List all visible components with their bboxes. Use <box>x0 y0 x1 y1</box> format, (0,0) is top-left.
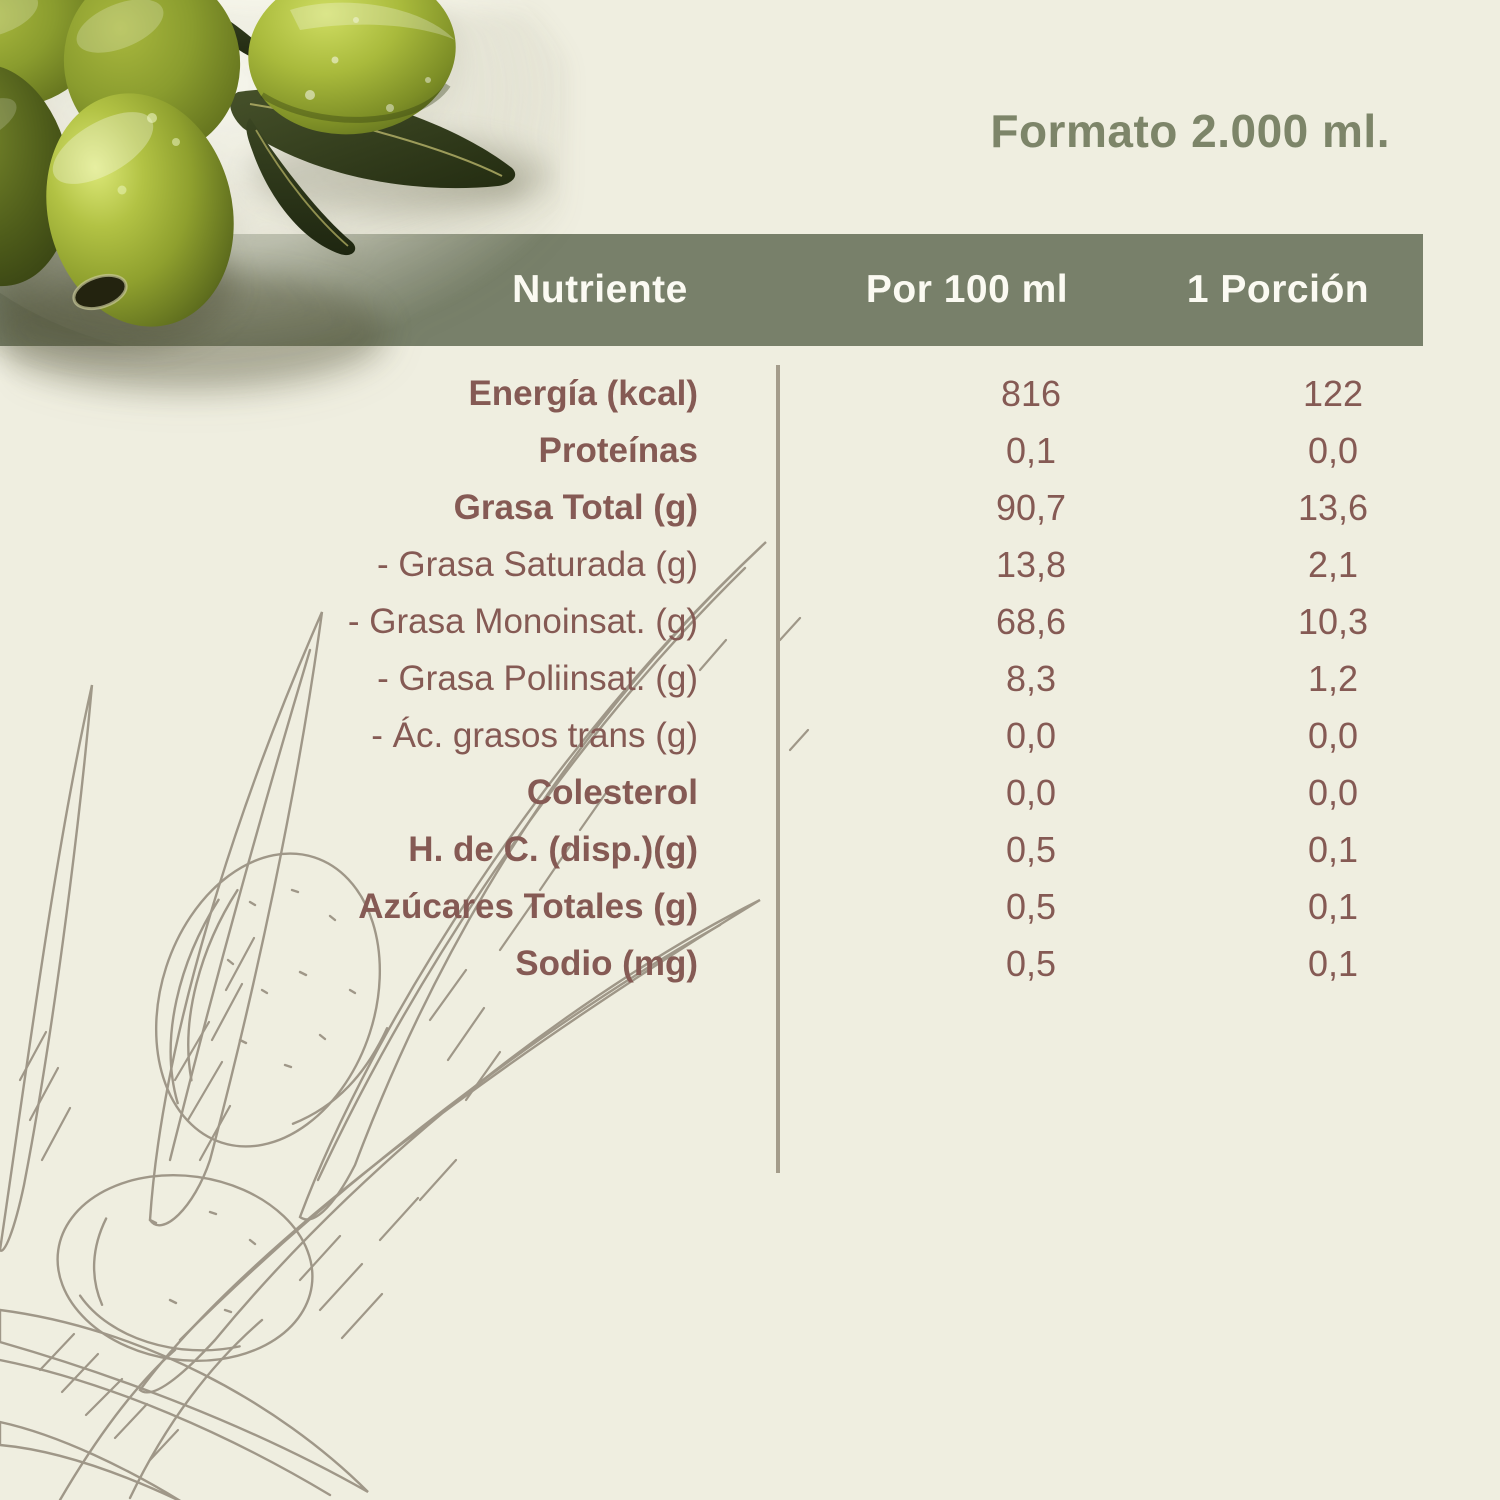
table-row: Proteínas 0,1 0,0 <box>0 422 1418 479</box>
nutrient-label: Grasa Total (g) <box>453 487 698 527</box>
nutrient-label: Azúcares Totales (g) <box>358 886 698 926</box>
table-divider-line <box>776 365 780 1173</box>
portion-value: 0,0 <box>1307 771 1359 813</box>
portion-value: 1,2 <box>1307 657 1359 699</box>
table-row-sub: - Grasa Saturada (g) 13,8 2,1 <box>0 536 1418 593</box>
portion-value: 0,0 <box>1307 429 1359 471</box>
nutrient-label: - Grasa Monoinsat. (g) <box>347 601 698 641</box>
portion-value: 0,1 <box>1307 942 1359 984</box>
per100-value: 90,7 <box>995 486 1067 528</box>
nutrient-label: - Grasa Saturada (g) <box>377 544 698 584</box>
portion-value: 0,1 <box>1307 885 1359 927</box>
per100-value: 0,0 <box>1005 714 1057 756</box>
table-row: Sodio (mg) 0,5 0,1 <box>0 935 1418 992</box>
column-header-nutrient: Nutriente <box>512 268 688 311</box>
olives-photo <box>0 0 560 388</box>
portion-value: 0,0 <box>1307 714 1359 756</box>
portion-value: 10,3 <box>1297 600 1369 642</box>
per100-value: 68,6 <box>995 600 1067 642</box>
olive-fruit-icon <box>0 0 456 327</box>
column-header-portion: 1 Porción <box>1186 268 1370 311</box>
format-title: Formato 2.000 ml. <box>990 105 1390 157</box>
per100-value: 8,3 <box>1005 657 1057 699</box>
table-row-sub: - Grasa Monoinsat. (g) 68,6 10,3 <box>0 593 1418 650</box>
per100-value: 0,5 <box>1005 828 1057 870</box>
per100-value: 13,8 <box>995 543 1067 585</box>
per100-value: 0,5 <box>1005 942 1057 984</box>
column-header-per-100ml: Por 100 ml <box>865 268 1069 311</box>
portion-value: 13,6 <box>1297 486 1369 528</box>
table-row: Grasa Total (g) 90,7 13,6 <box>0 479 1418 536</box>
nutrient-label: Sodio (mg) <box>515 943 698 983</box>
per100-value: 0,0 <box>1005 771 1057 813</box>
nutrient-label: Proteínas <box>538 430 699 470</box>
portion-value: 0,1 <box>1307 828 1359 870</box>
per100-value: 816 <box>1000 372 1062 414</box>
nutrient-label: - Grasa Poliinsat. (g) <box>377 658 698 698</box>
table-row: Colesterol 0,0 0,0 <box>0 764 1418 821</box>
table-row: Azúcares Totales (g) 0,5 0,1 <box>0 878 1418 935</box>
table-row: Energía (kcal) 816 122 <box>0 365 1418 422</box>
per100-value: 0,1 <box>1005 429 1057 471</box>
portion-value: 2,1 <box>1307 543 1359 585</box>
nutrient-label: Energía (kcal) <box>468 373 698 413</box>
nutrient-label: H. de C. (disp.)(g) <box>408 829 698 869</box>
nutrient-label: Colesterol <box>526 772 698 812</box>
olive-branch-sketch-icon <box>0 541 810 1500</box>
nutrient-label: - Ác. grasos trans (g) <box>371 715 698 755</box>
per100-value: 0,5 <box>1005 885 1057 927</box>
portion-value: 122 <box>1302 372 1364 414</box>
table-row-sub: - Grasa Poliinsat. (g) 8,3 1,2 <box>0 650 1418 707</box>
table-row-sub: - Ác. grasos trans (g) 0,0 0,0 <box>0 707 1418 764</box>
table-row: H. de C. (disp.)(g) 0,5 0,1 <box>0 821 1418 878</box>
nutrition-table: Energía (kcal) 816 122 Proteínas 0,1 0,0… <box>0 365 1418 992</box>
